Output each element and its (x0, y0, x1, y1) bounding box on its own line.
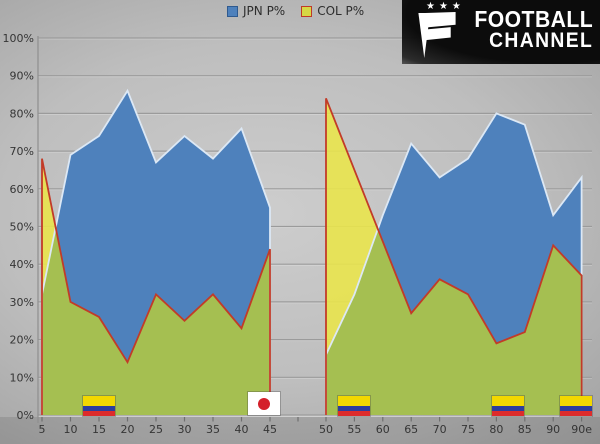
x-tick-label: 20 (121, 423, 135, 436)
overlap-area (42, 229, 270, 415)
col-series-label: COL P% (317, 4, 365, 18)
y-tick-label: 90% (10, 70, 34, 83)
x-tick-label: 45 (263, 423, 277, 436)
x-tick-label: 35 (206, 423, 220, 436)
x-tick-label: 80 (489, 423, 503, 436)
x-tick-label: 65 (404, 423, 418, 436)
x-tick-label: 30 (178, 423, 192, 436)
logo-stars: ★★★ (426, 1, 465, 12)
jpn-border-line (325, 112, 583, 415)
y-tick-label: 0% (17, 409, 34, 422)
x-tick-label: 50 (319, 423, 333, 436)
x-tick-label: 40 (235, 423, 249, 436)
col-border-line (41, 158, 271, 415)
y-tick-label: 70% (10, 145, 34, 158)
x-axis-band (0, 417, 600, 444)
second-half-areas (325, 97, 583, 416)
goal-flag-japan (248, 392, 281, 415)
y-tick-label: 100% (3, 32, 34, 45)
first-half-areas (41, 88, 271, 415)
x-tick-label: 90 (546, 423, 560, 436)
goal-flag-colombia (83, 396, 115, 416)
y-tick-label: 50% (10, 221, 34, 234)
x-tick-label: 10 (64, 423, 78, 436)
football-channel-logo: ★★★ FOOTBALL CHANNEL (402, 0, 600, 64)
y-tick-label: 30% (10, 296, 34, 309)
legend-item-jpn: JPN P% (227, 4, 285, 18)
japan-flag-disc (258, 397, 271, 410)
y-tick-label: 40% (10, 258, 34, 271)
x-tick-label: 90e (571, 423, 592, 436)
x-tick-label: 60 (376, 423, 390, 436)
x-axis-labels: 5 10 15 20 25 30 35 40 45 50 55 60 65 70 75 80 85 90 90e (39, 423, 593, 436)
col-border-line (325, 97, 583, 415)
y-tick-label: 80% (10, 107, 34, 120)
y-tick-label: 10% (10, 371, 34, 384)
y-tick-label: 60% (10, 183, 34, 196)
x-tick-label: 75 (461, 423, 475, 436)
jpn-border-line (41, 88, 271, 415)
x-tick-label: 15 (92, 423, 106, 436)
football-channel-flag-icon (414, 12, 460, 59)
logo-text-football: FOOTBALL (474, 6, 593, 32)
overlap-area (326, 229, 582, 415)
col-series-swatch (301, 5, 313, 17)
logo-text-channel: CHANNEL (488, 29, 593, 52)
x-tick-label: 85 (518, 423, 532, 436)
y-tick-label: 20% (10, 334, 34, 347)
chart-legend: JPN P% COL P% (227, 4, 364, 18)
goal-flag-colombia (559, 396, 592, 416)
legend-item-col: COL P% (301, 4, 364, 18)
goal-flag-colombia (491, 396, 524, 416)
x-tick-label: 70 (433, 423, 447, 436)
x-tick-label: 55 (347, 423, 361, 436)
logo-wordmark: FOOTBALL CHANNEL (474, 6, 593, 52)
goal-flag-colombia (338, 396, 371, 416)
jpn-series-label: JPN P% (243, 4, 286, 18)
x-tick-label: 25 (149, 423, 163, 436)
jpn-series-swatch (227, 5, 238, 17)
y-axis-labels: 0% 10% 20% 30% 40% 50% 60% 70% 80% 90% 100% (3, 32, 34, 422)
axis-ticks (41, 417, 583, 422)
x-tick-label: 5 (39, 423, 46, 436)
